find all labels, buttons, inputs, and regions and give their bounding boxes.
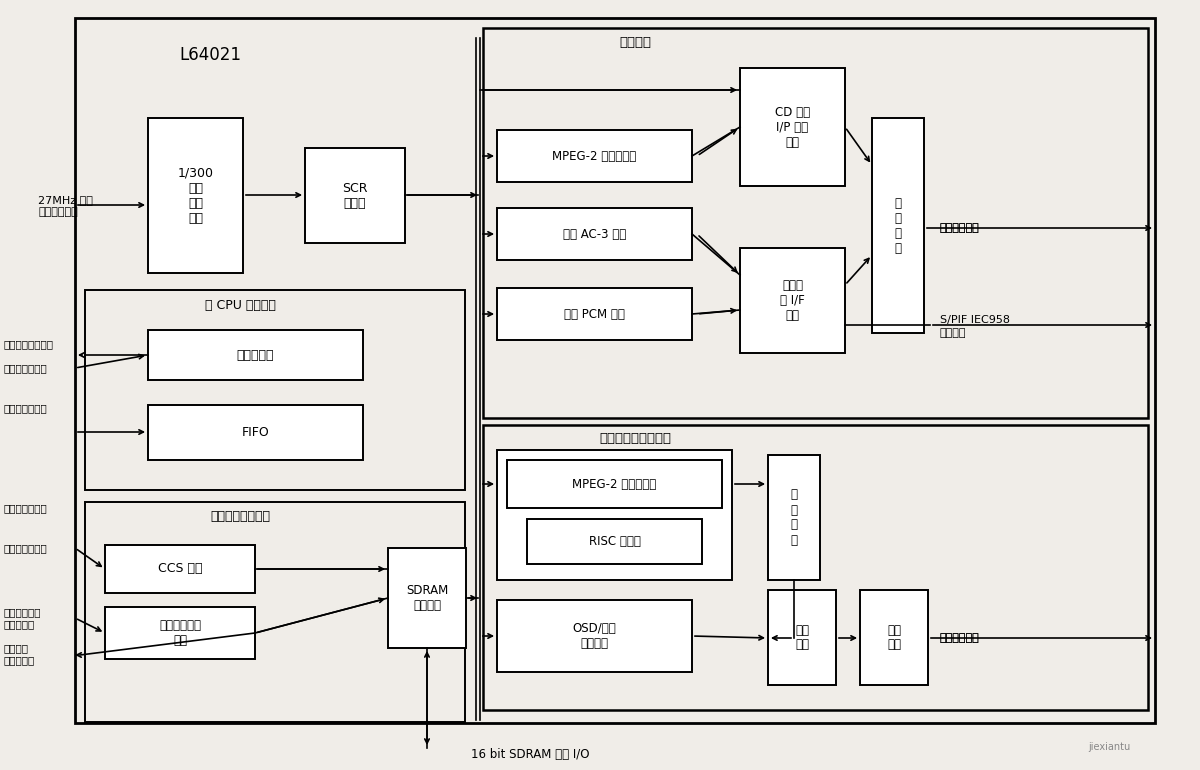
- Text: 信号输出端: 信号输出端: [4, 655, 35, 665]
- Bar: [497, 450, 732, 580]
- Text: 信号输入端: 信号输入端: [4, 619, 35, 629]
- Text: 混合
处理: 混合 处理: [794, 624, 809, 651]
- Text: CD 直通
I/P 变换
处理: CD 直通 I/P 变换 处理: [775, 105, 810, 149]
- Text: 数据信号输入端: 数据信号输入端: [4, 403, 47, 413]
- Text: CCS 单元: CCS 单元: [157, 563, 203, 575]
- Text: 杜比 AC-3 处理: 杜比 AC-3 处理: [563, 227, 626, 240]
- Bar: [768, 590, 836, 685]
- Text: 数据请求: 数据请求: [4, 643, 28, 653]
- Text: 控制信号输入端: 控制信号输入端: [4, 363, 47, 373]
- Text: 信号输出: 信号输出: [940, 328, 966, 338]
- Bar: [482, 425, 1148, 710]
- Text: 主 CPU 接口电路: 主 CPU 接口电路: [204, 299, 276, 312]
- Bar: [527, 519, 702, 564]
- Bar: [106, 607, 256, 659]
- Text: 数据选通控制: 数据选通控制: [4, 607, 41, 617]
- Text: 中断控制信号输出: 中断控制信号输出: [4, 339, 53, 349]
- Bar: [497, 130, 692, 182]
- Bar: [305, 148, 406, 243]
- Bar: [768, 455, 820, 580]
- Bar: [497, 288, 692, 340]
- Bar: [106, 545, 256, 593]
- Text: 音频信号输出: 音频信号输出: [940, 223, 979, 233]
- Text: S/PIF IEC958: S/PIF IEC958: [940, 315, 1010, 325]
- Text: 1/300
时钟
分频
电路: 1/300 时钟 分频 电路: [178, 166, 214, 225]
- Text: jiexiantu: jiexiantu: [1087, 742, 1130, 752]
- Bar: [85, 502, 466, 722]
- Text: 16 bit SDRAM 数据 I/O: 16 bit SDRAM 数据 I/O: [470, 748, 589, 762]
- Text: 音频信号输出: 音频信号输出: [940, 223, 979, 233]
- Text: SDRAM
接口电路: SDRAM 接口电路: [406, 584, 448, 612]
- Bar: [148, 118, 244, 273]
- Text: 时钟信号输入: 时钟信号输入: [38, 207, 78, 217]
- Text: 27MHz 系统: 27MHz 系统: [38, 195, 92, 205]
- Text: 线性 PCM 处理: 线性 PCM 处理: [564, 307, 625, 320]
- Bar: [872, 118, 924, 333]
- Text: SCR
计数器: SCR 计数器: [342, 182, 367, 209]
- Text: 视频信号输出: 视频信号输出: [940, 633, 979, 643]
- Bar: [85, 290, 466, 490]
- Text: 播放
控制: 播放 控制: [887, 624, 901, 651]
- Bar: [497, 208, 692, 260]
- Text: 串行输
出 I/F
变换: 串行输 出 I/F 变换: [780, 279, 805, 322]
- Bar: [148, 405, 364, 460]
- Bar: [388, 548, 466, 648]
- Bar: [740, 68, 845, 186]
- Text: 音频解码: 音频解码: [619, 35, 650, 49]
- Text: 滤
波
电
路: 滤 波 电 路: [791, 488, 798, 547]
- Text: OSD/图形
信号处理: OSD/图形 信号处理: [572, 622, 617, 650]
- Bar: [497, 600, 692, 672]
- Text: 节目流信号输入: 节目流信号输入: [4, 543, 47, 553]
- Text: 中断发生器: 中断发生器: [236, 349, 275, 361]
- Bar: [506, 460, 722, 508]
- Text: MPEG-2 视频解码器: MPEG-2 视频解码器: [572, 477, 656, 490]
- Bar: [860, 590, 928, 685]
- Bar: [740, 248, 845, 353]
- Text: L64021: L64021: [179, 46, 241, 64]
- Bar: [148, 330, 364, 380]
- Text: 可编程解码器
电路: 可编程解码器 电路: [160, 619, 202, 647]
- Text: 视频解码及播放控制: 视频解码及播放控制: [599, 431, 671, 444]
- Text: 数据通道接口电路: 数据通道接口电路: [210, 510, 270, 523]
- Text: 地址信号输入端: 地址信号输入端: [4, 503, 47, 513]
- Text: 混
合
处
理: 混 合 处 理: [894, 196, 901, 255]
- Text: RISC 处理器: RISC 处理器: [588, 535, 641, 548]
- Bar: [482, 28, 1148, 418]
- Text: FIFO: FIFO: [241, 426, 269, 439]
- Text: MPEG-2 音频解码器: MPEG-2 音频解码器: [552, 149, 637, 162]
- Text: 视频信号输出: 视频信号输出: [940, 633, 979, 643]
